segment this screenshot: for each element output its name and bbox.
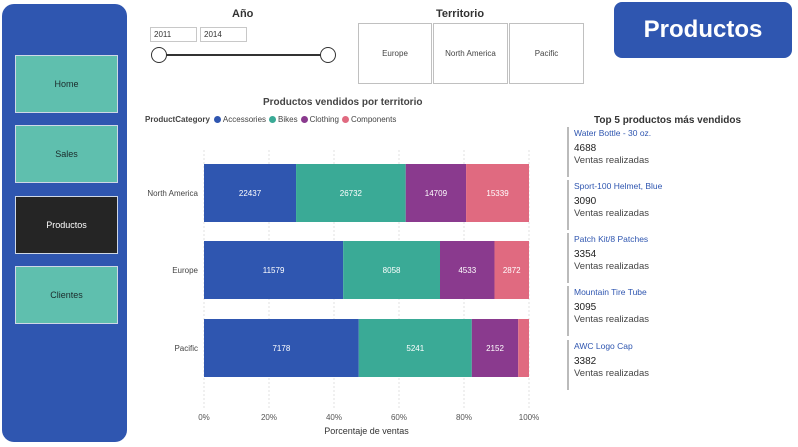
- x-tick-label: 20%: [261, 413, 277, 422]
- top5-value-label: Ventas realizadas: [574, 208, 649, 219]
- top5-value-label: Ventas realizadas: [574, 155, 649, 166]
- bar-data-label: 14709: [425, 189, 448, 198]
- legend-title: ProductCategory: [145, 115, 210, 124]
- legend-label-components: Components: [350, 115, 397, 124]
- bar-segment[interactable]: [494, 241, 529, 299]
- top5-value: 3095: [574, 302, 597, 313]
- bar-segment[interactable]: [405, 164, 467, 222]
- sidebar-item-sales[interactable]: Sales: [15, 125, 118, 183]
- bar-segment[interactable]: [296, 164, 406, 222]
- bar-segment[interactable]: [471, 319, 519, 377]
- bar-segment[interactable]: [518, 319, 529, 377]
- year-slicer-title: Año: [232, 8, 254, 20]
- bar-data-label: 2872: [503, 266, 521, 275]
- bar-segment[interactable]: [466, 164, 529, 222]
- bar-segment[interactable]: [204, 164, 297, 222]
- territory-option-north-america[interactable]: North America: [433, 23, 508, 84]
- year-slider-track[interactable]: [158, 54, 330, 56]
- top5-value-label: Ventas realizadas: [574, 261, 649, 272]
- category-label: North America: [147, 189, 198, 198]
- top5-card: Patch Kit/8 Patches 3354 Ventas realizad…: [567, 233, 767, 283]
- legend-item-components[interactable]: Components: [341, 115, 397, 124]
- bar-data-label: 4533: [458, 266, 476, 275]
- year-slider-start-handle[interactable]: [151, 47, 167, 63]
- year-slider-end-handle[interactable]: [320, 47, 336, 63]
- top5-value: 3382: [574, 356, 597, 367]
- category-label: Pacific: [174, 344, 198, 353]
- bar-data-label: 8058: [383, 266, 401, 275]
- sidebar-item-home[interactable]: Home: [15, 55, 118, 113]
- legend-item-accessories[interactable]: Accessories: [213, 115, 267, 124]
- x-axis-label: Porcentaje de ventas: [324, 426, 409, 436]
- top5-value-label: Ventas realizadas: [574, 314, 649, 325]
- sidebar-item-clientes[interactable]: Clientes: [15, 266, 118, 324]
- top5-value: 3090: [574, 196, 597, 207]
- top5-value: 4688: [574, 143, 597, 154]
- legend-dot-components: [341, 116, 349, 123]
- legend-label-clothing: Clothing: [309, 115, 339, 124]
- bar-segment[interactable]: [343, 241, 441, 299]
- bar-segment[interactable]: [204, 241, 344, 299]
- legend-label-bikes: Bikes: [278, 115, 298, 124]
- legend-item-bikes[interactable]: Bikes: [269, 115, 298, 124]
- top5-title: Top 5 productos más vendidos: [594, 115, 742, 126]
- top5-product-name: Patch Kit/8 Patches: [574, 234, 649, 244]
- legend-dot-accessories: [213, 116, 221, 123]
- bar-segment[interactable]: [358, 319, 472, 377]
- x-tick-label: 60%: [391, 413, 407, 422]
- x-tick-label: 0%: [198, 413, 210, 422]
- bar-data-label: 15339: [486, 189, 509, 198]
- legend-dot-bikes: [269, 116, 277, 123]
- sidebar: Home Sales Productos Clientes: [2, 4, 127, 442]
- bar-data-label: 5241: [406, 344, 424, 353]
- top5-product-name: Sport-100 Helmet, Blue: [574, 181, 663, 191]
- top5-product-name: Water Bottle - 30 oz.: [574, 128, 652, 138]
- page-title-badge: Productos: [614, 2, 792, 58]
- bar-segment[interactable]: [440, 241, 495, 299]
- year-start-input[interactable]: 2011: [150, 27, 197, 42]
- top5-card: Mountain Tire Tube 3095 Ventas realizada…: [567, 286, 767, 336]
- top5-card: Water Bottle - 30 oz. 4688 Ventas realiz…: [567, 127, 767, 177]
- bar-data-label: 26732: [340, 189, 363, 198]
- top5-value-label: Ventas realizadas: [574, 368, 649, 379]
- chart-legend: ProductCategory Accessories Bikes Clothi…: [145, 115, 399, 124]
- bar-segment[interactable]: [204, 319, 359, 377]
- x-tick-label: 100%: [519, 413, 539, 422]
- category-label: Europe: [172, 266, 198, 275]
- territory-option-pacific[interactable]: Pacific: [509, 23, 584, 84]
- bar-data-label: 22437: [239, 189, 262, 198]
- top5-value: 3354: [574, 249, 597, 260]
- chart-title: Productos vendidos por territorio: [263, 97, 423, 108]
- legend-label-accessories: Accessories: [222, 115, 267, 124]
- top5-product-name: AWC Logo Cap: [574, 341, 633, 351]
- legend-dot-clothing: [300, 116, 308, 123]
- legend-item-clothing[interactable]: Clothing: [300, 115, 339, 124]
- year-end-input[interactable]: 2014: [200, 27, 247, 42]
- territory-option-europe[interactable]: Europe: [358, 23, 432, 84]
- sidebar-item-productos[interactable]: Productos: [15, 196, 118, 254]
- x-tick-label: 80%: [456, 413, 472, 422]
- bar-data-label: 7178: [272, 344, 290, 353]
- top5-card: AWC Logo Cap 3382 Ventas realizadas: [567, 340, 767, 390]
- x-tick-label: 40%: [326, 413, 342, 422]
- top5-product-name: Mountain Tire Tube: [574, 287, 647, 297]
- bar-data-label: 2152: [486, 344, 504, 353]
- territory-slicer-title: Territorio: [436, 8, 485, 20]
- stacked-bar-chart: 0% 20% 40% 60% 80% 100% Porcentaje de ventas No…: [147, 150, 539, 436]
- bar-data-label: 11579: [263, 266, 285, 275]
- top5-card: Sport-100 Helmet, Blue 3090 Ventas reali…: [567, 180, 767, 230]
